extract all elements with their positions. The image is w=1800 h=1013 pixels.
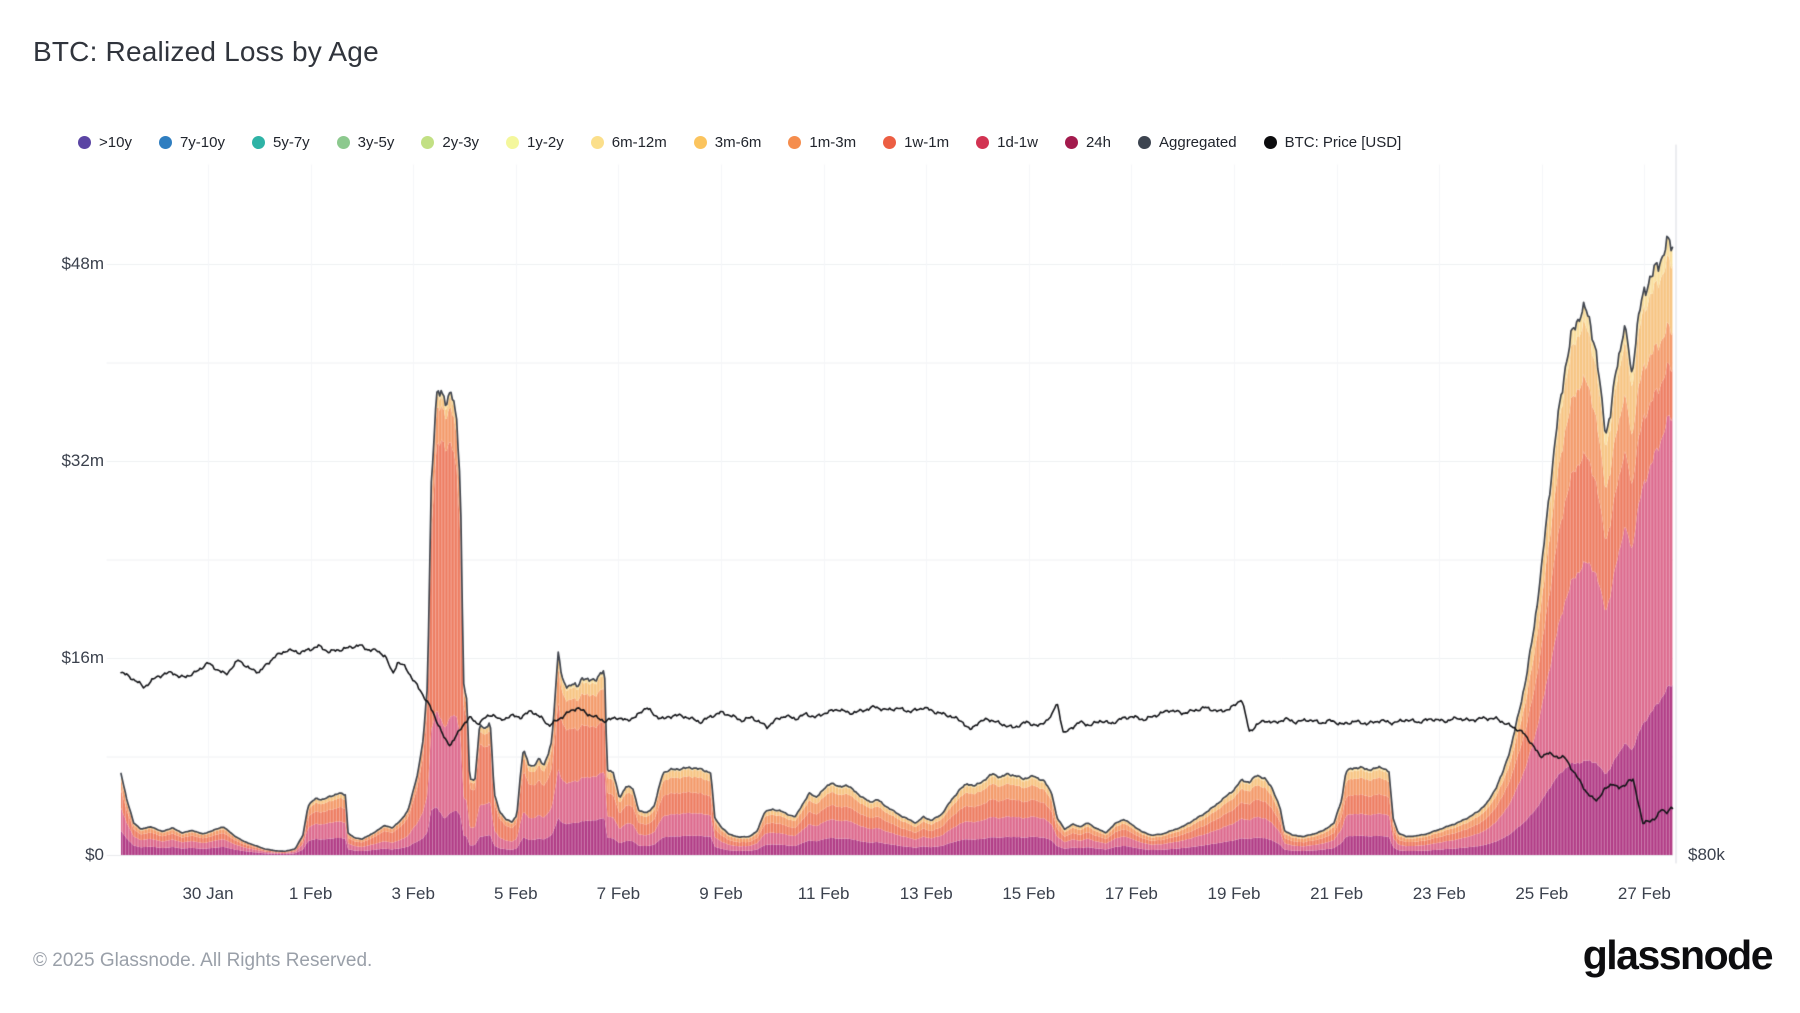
x-axis-label: 27 Feb [1617, 884, 1671, 903]
x-axis-label: 5 Feb [494, 884, 538, 903]
y-axis-tick-32m: $32m [61, 451, 104, 470]
glassnode-logo: glassnode [1582, 932, 1774, 978]
x-axis-label: 13 Feb [899, 884, 953, 903]
y-axis-right-tick-80k: $80k [1688, 845, 1725, 864]
y-axis-tick-0: $0 [85, 845, 104, 864]
y-axis-tick-48m: $48m [61, 254, 104, 273]
x-axis-label: 1 Feb [288, 884, 333, 903]
x-axis-label: 15 Feb [1002, 884, 1056, 903]
x-axis-label: 17 Feb [1104, 884, 1158, 903]
x-axis-label: 19 Feb [1207, 884, 1261, 903]
x-axis-label: 11 Feb [797, 884, 850, 903]
x-axis-label: 7 Feb [596, 884, 641, 903]
x-axis-label: 30 Jan [182, 884, 234, 903]
x-axis-label: 23 Feb [1412, 884, 1466, 903]
copyright-text: © 2025 Glassnode. All Rights Reserved. [33, 950, 373, 971]
x-axis-label: 3 Feb [391, 884, 435, 903]
x-axis-label: 9 Feb [699, 884, 743, 903]
y-axis-tick-16m: $16m [61, 648, 104, 667]
x-axis-label: 25 Feb [1515, 884, 1569, 903]
x-axis-label: 21 Feb [1310, 884, 1364, 903]
